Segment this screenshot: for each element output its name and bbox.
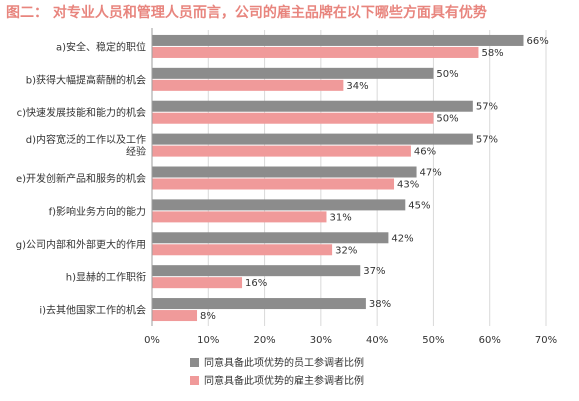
data-label: 42% (391, 233, 413, 244)
bar (152, 34, 524, 46)
bar (152, 46, 479, 58)
data-label: 57% (476, 102, 498, 113)
data-label: 31% (329, 212, 351, 223)
category-label: c)快速发展技能和能力的机会 (17, 106, 146, 119)
bar (152, 265, 361, 277)
data-label: 43% (397, 180, 419, 191)
x-tick-label: 40% (366, 335, 388, 346)
bar (152, 100, 473, 112)
chart-title: 图二： 对专业人员和管理人员而言，公司的雇主品牌在以下哪些方面具有优势 (6, 5, 487, 21)
bar (152, 244, 333, 256)
bar (152, 133, 473, 145)
bar (152, 79, 344, 91)
category-label: f)影响业务方向的能力 (49, 205, 146, 218)
category-label: g)公司内部和外部更大的作用 (16, 238, 146, 251)
data-label: 46% (414, 147, 436, 158)
bar (152, 112, 434, 124)
x-tick-label: 60% (479, 335, 501, 346)
data-label: 66% (526, 36, 548, 47)
data-label: 47% (420, 168, 442, 179)
legend-label: 同意具备此项优势的雇主参调者比例 (204, 374, 364, 387)
data-label: 37% (363, 266, 385, 277)
data-label: 38% (369, 299, 391, 310)
bar (152, 199, 406, 211)
category-label: b)获得大幅提高薪酬的机会 (26, 73, 146, 86)
bar (152, 298, 366, 310)
data-label: 57% (476, 135, 498, 146)
x-tick-label: 70% (535, 335, 557, 346)
bar (152, 67, 434, 79)
data-label: 58% (481, 48, 503, 59)
legend-label: 同意具备此项优势的员工参调者比例 (204, 356, 364, 369)
x-tick-label: 50% (422, 335, 444, 346)
bar (152, 211, 327, 223)
bar (152, 145, 411, 157)
legend-swatch (190, 376, 199, 385)
bar (152, 310, 198, 322)
category-label: h)显赫的工作职衔 (66, 271, 146, 284)
data-label: 16% (245, 278, 267, 289)
data-label: 34% (346, 81, 368, 92)
data-label: 8% (200, 311, 216, 322)
x-tick-label: 20% (253, 335, 275, 346)
category-label: a)安全、稳定的职位 (56, 40, 146, 53)
bar (152, 277, 243, 289)
category-label: d)内容宽泛的工作以及工作经验 (26, 133, 146, 158)
bar (152, 232, 389, 244)
legend-swatch (190, 358, 199, 367)
data-label: 50% (436, 69, 458, 80)
data-label: 45% (408, 200, 430, 211)
data-label: 50% (436, 114, 458, 125)
category-label: i)去其他国家工作的机会 (39, 304, 146, 317)
bar (152, 178, 395, 190)
x-tick-label: 30% (310, 335, 332, 346)
data-label: 32% (335, 245, 357, 256)
x-tick-label: 0% (144, 335, 160, 346)
category-label: e)开发创新产品和服务的机会 (16, 172, 146, 185)
bar (152, 166, 417, 178)
x-tick-label: 10% (197, 335, 219, 346)
